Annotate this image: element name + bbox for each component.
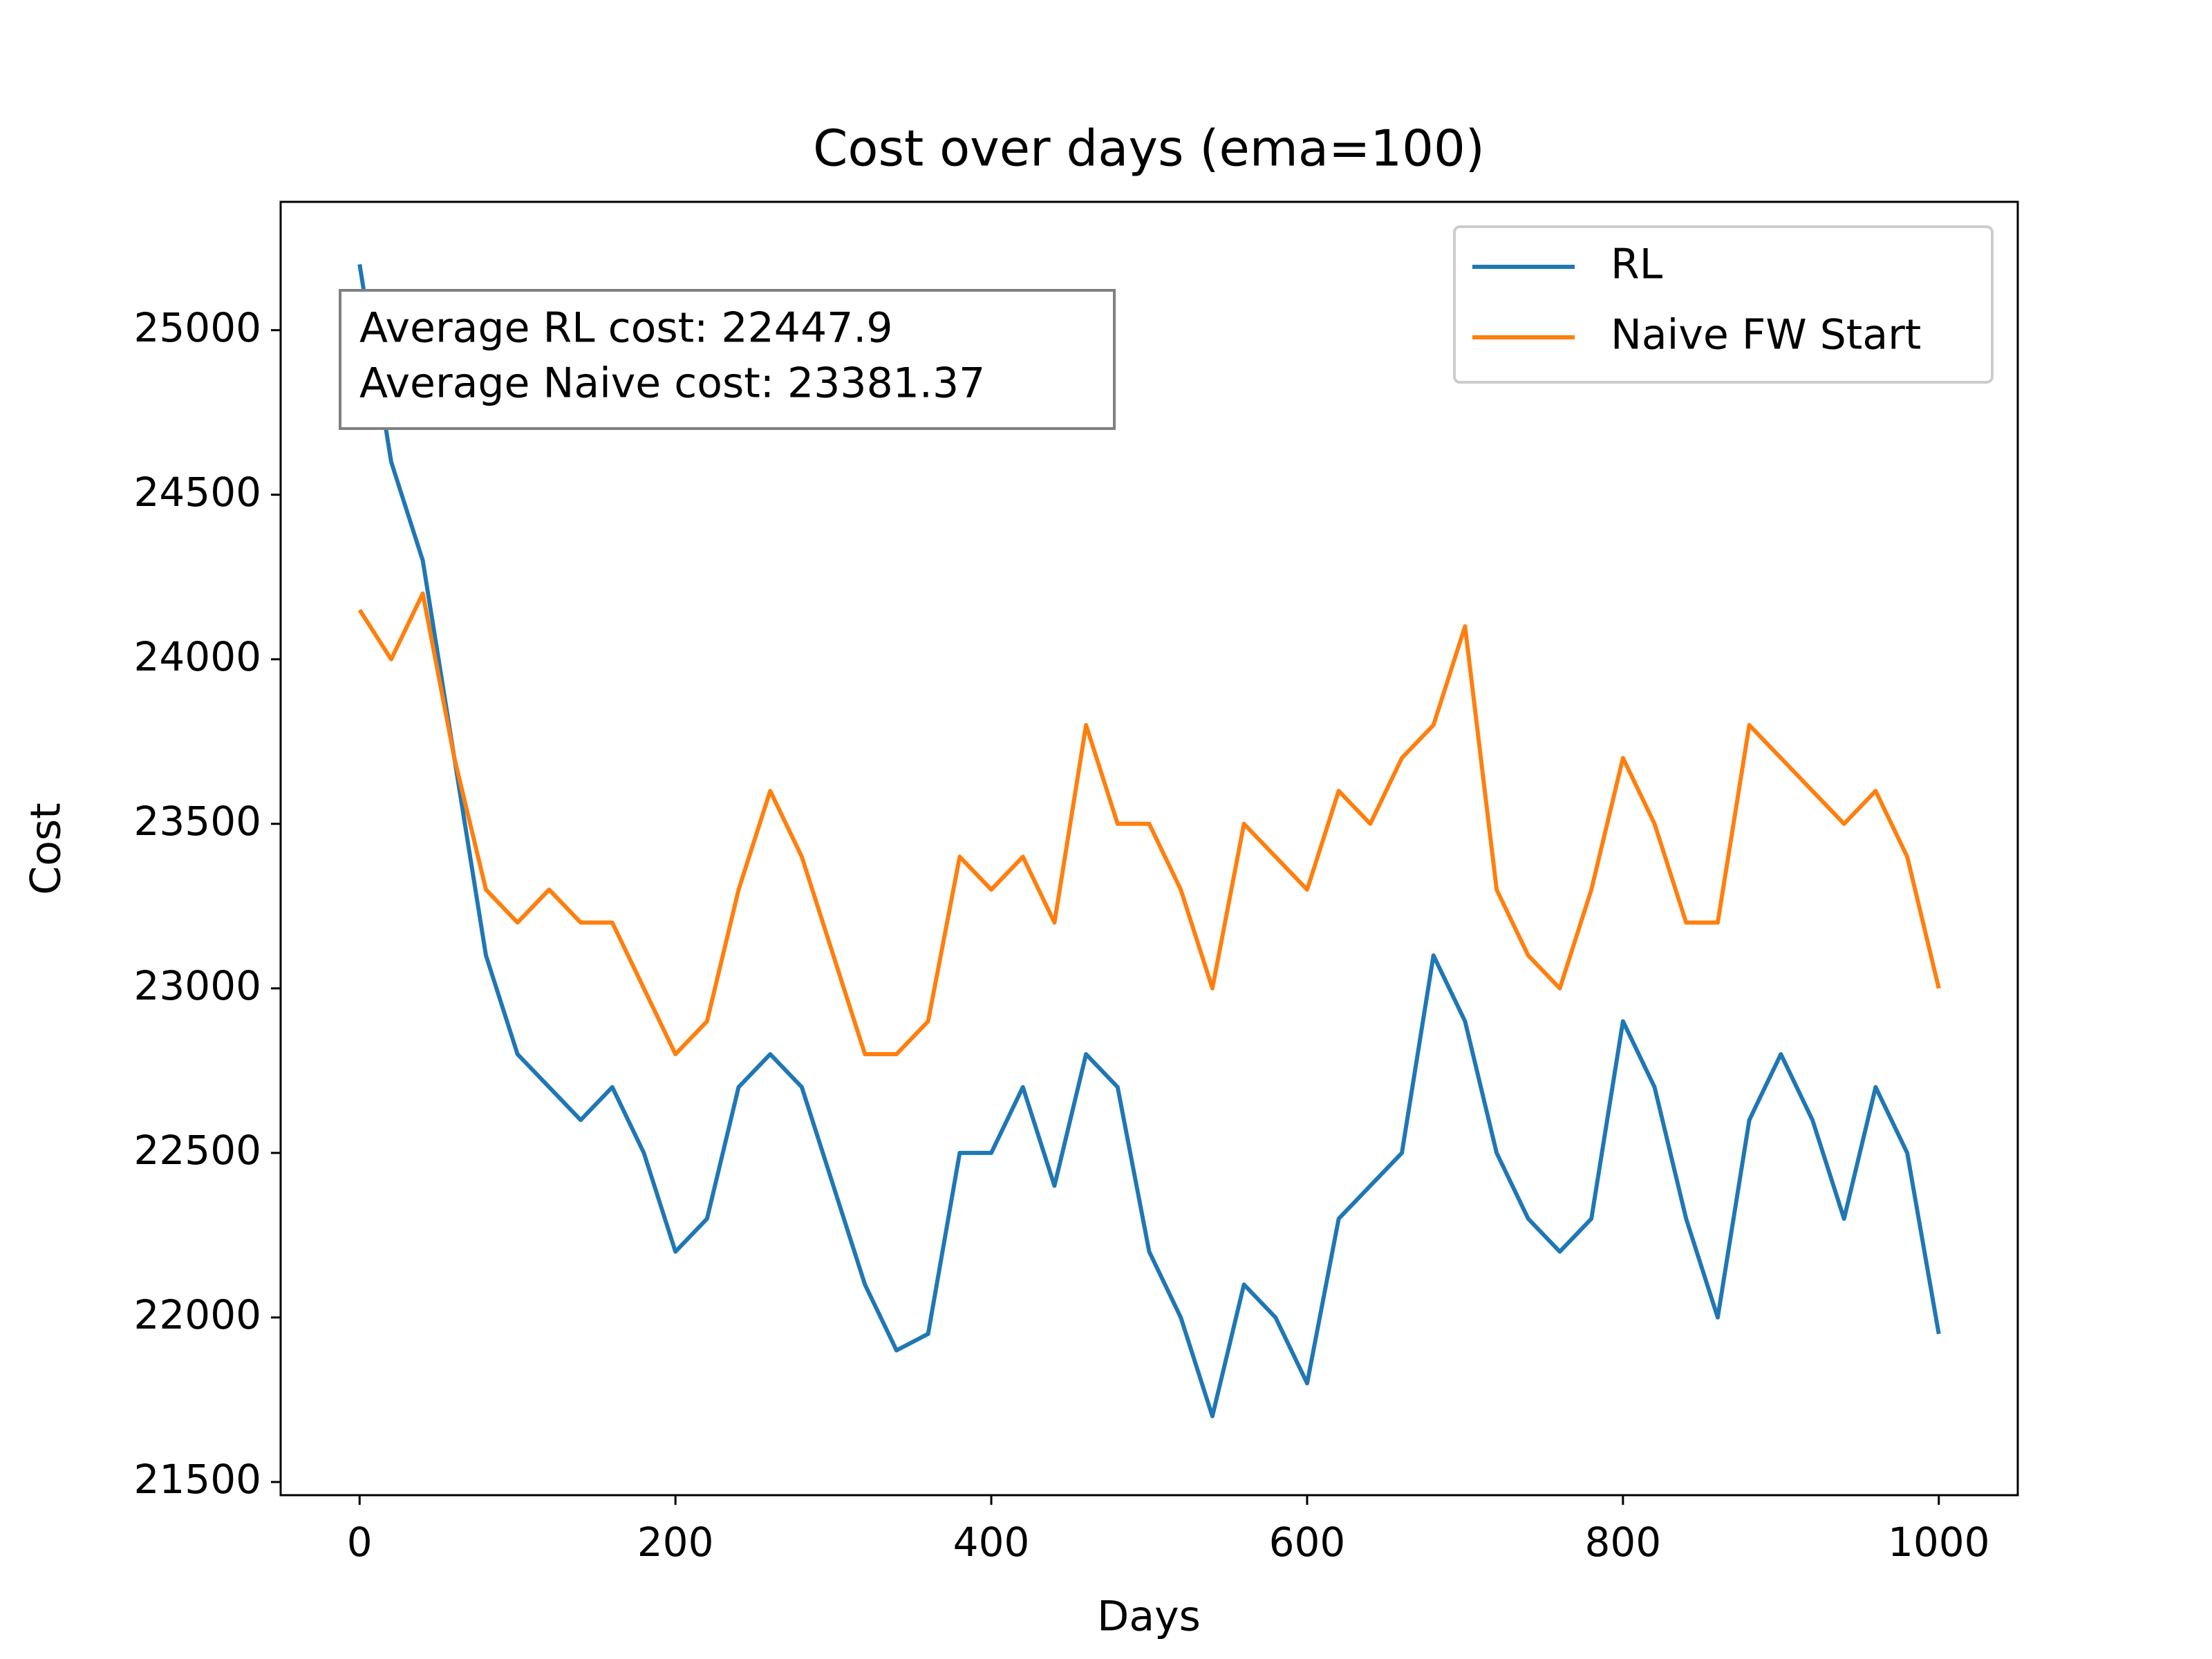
- legend-label: Naive FW Start: [1611, 311, 1921, 359]
- x-tick-label: 800: [1585, 1519, 1662, 1566]
- y-tick-label: 22000: [133, 1291, 261, 1338]
- y-tick-label: 25000: [133, 304, 261, 351]
- y-tick-label: 24000: [133, 633, 261, 680]
- x-tick-label: 1000: [1888, 1519, 1990, 1566]
- x-tick-label: 600: [1269, 1519, 1346, 1566]
- y-tick-label: 23500: [133, 798, 261, 845]
- line-series: [357, 263, 1941, 1418]
- line-series: [357, 591, 1941, 1057]
- y-tick-label: 24500: [133, 469, 261, 516]
- y-axis-label: Cost: [22, 803, 71, 894]
- legend-label: RL: [1611, 241, 1663, 289]
- chart-title: Cost over days (ema=100): [813, 120, 1485, 178]
- x-tick-label: 400: [953, 1519, 1030, 1566]
- plot-frame: [279, 200, 2019, 1497]
- y-tick-label: 23000: [133, 962, 261, 1009]
- legend-box: [1453, 225, 1994, 384]
- annotation-text: Average RL cost: 22447.9: [359, 304, 893, 353]
- y-tick-label: 21500: [133, 1456, 261, 1503]
- annotation-text: Average Naive cost: 23381.37: [359, 359, 985, 408]
- x-tick-label: 200: [637, 1519, 714, 1566]
- y-tick-label: 22500: [133, 1127, 261, 1174]
- x-tick-label: 0: [347, 1519, 373, 1566]
- x-axis-label: Days: [1097, 1593, 1201, 1641]
- annotation-box: [339, 289, 1116, 430]
